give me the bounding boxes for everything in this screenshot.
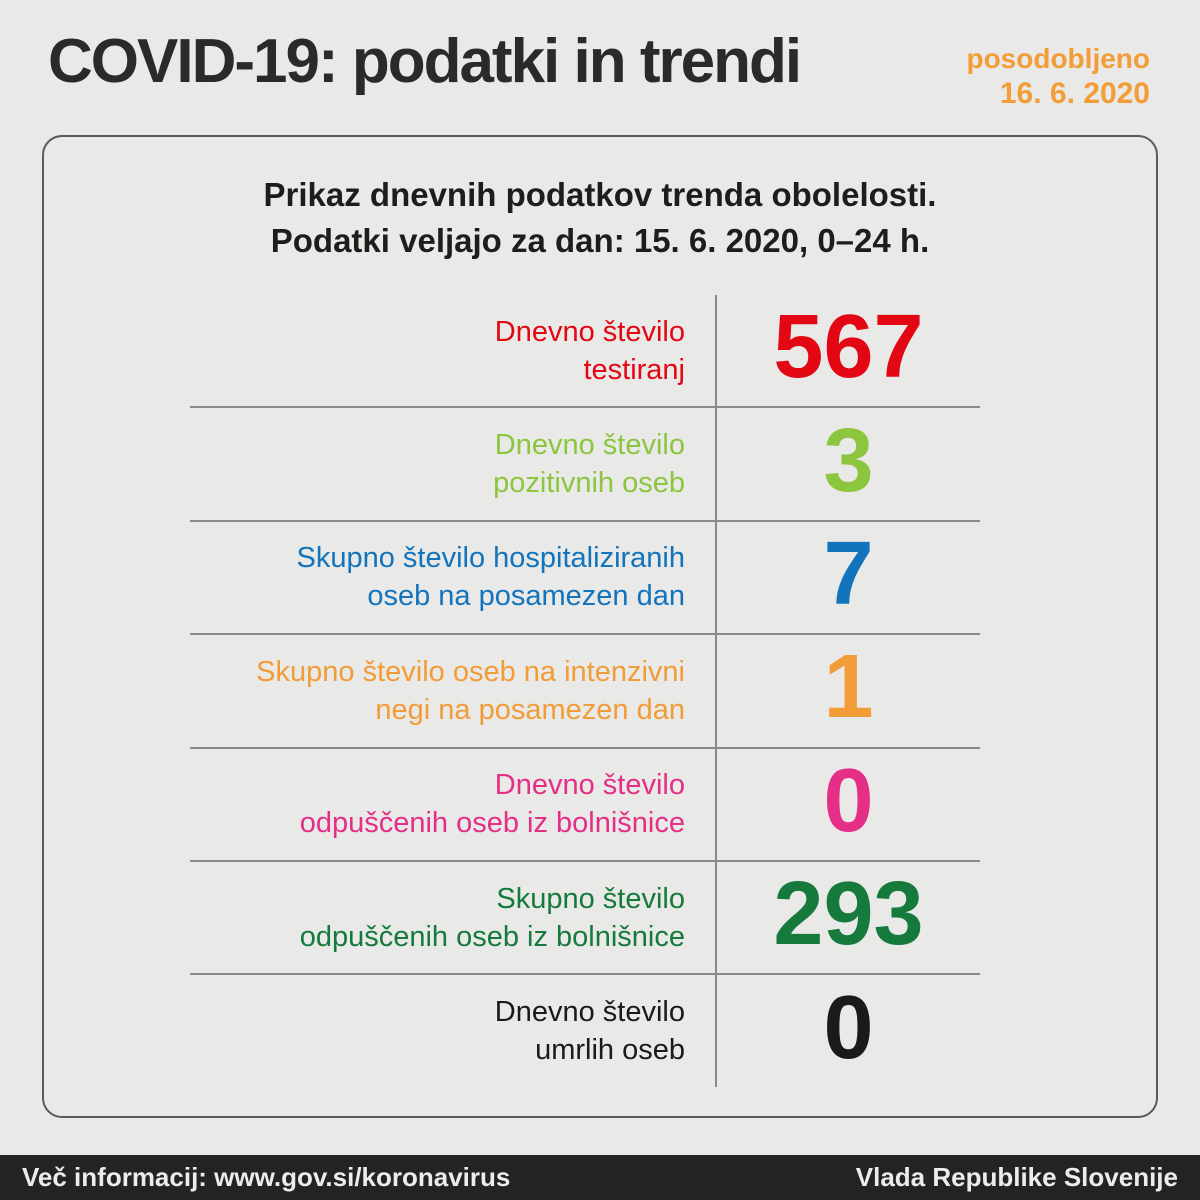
stat-value-daily-discharged: 0: [715, 748, 980, 860]
updated-date: 16. 6. 2020: [999, 77, 1150, 110]
stat-row-total-discharged: Skupno število odpuščenih oseb iz bolniš…: [190, 861, 980, 976]
updated-block: posodobljeno 16. 6. 2020: [966, 42, 1150, 112]
updated-label: posodobljeno: [966, 43, 1150, 74]
stat-value-total-hospitalized: 7: [715, 521, 980, 634]
stat-label-line2: odpuščenih oseb iz bolnišnice: [299, 920, 685, 953]
stat-label-daily-tests: Dnevno število testiranj: [190, 295, 715, 406]
stat-value-total-icu: 1: [715, 635, 980, 747]
stat-label-line1: Dnevno število: [494, 315, 685, 348]
stat-label-line2: oseb na posamezen dan: [367, 580, 685, 613]
footer-government-name: Vlada Republike Slovenije: [855, 1162, 1178, 1192]
stat-label-daily-discharged: Dnevno število odpuščenih oseb iz bolniš…: [190, 749, 715, 860]
card-header-line2: Podatki veljajo za dan: 15. 6. 2020, 0–2…: [270, 222, 930, 259]
stat-row-daily-deaths: Dnevno število umrlih oseb 0: [190, 975, 980, 1087]
stat-row-total-hospitalized: Skupno število hospitaliziranih oseb na …: [190, 521, 980, 636]
stat-label-line1: Dnevno število: [494, 769, 685, 802]
stat-label-daily-deaths: Dnevno število umrlih oseb: [190, 975, 715, 1086]
stat-label-line2: odpuščenih oseb iz bolnišnice: [299, 807, 685, 840]
stat-label-line1: Dnevno število: [494, 996, 685, 1029]
stat-label-line2: pozitivnih oseb: [493, 467, 685, 500]
stats-rows: Dnevno število testiranj 567 Dnevno štev…: [190, 295, 980, 1087]
stat-label-total-hospitalized: Skupno število hospitaliziranih oseb na …: [190, 522, 715, 633]
stat-label-line2: negi na posamezen dan: [375, 693, 685, 726]
stat-row-total-icu: Skupno število oseb na intenzivni negi n…: [190, 635, 980, 749]
stat-row-daily-discharged: Dnevno število odpuščenih oseb iz bolniš…: [190, 748, 980, 862]
footer-bar: Več informacij: www.gov.si/koronavirus V…: [0, 1155, 1200, 1200]
stat-row-daily-positive: Dnevno število pozitivnih oseb 3: [190, 408, 980, 522]
stat-value-total-discharged: 293: [715, 861, 980, 974]
stat-value-daily-tests: 567: [715, 295, 980, 407]
stat-label-line1: Skupno število hospitaliziranih: [296, 542, 686, 575]
card-header-line1: Prikaz dnevnih podatkov trenda obolelost…: [263, 176, 937, 213]
stat-value-daily-deaths: 0: [715, 975, 980, 1087]
stat-label-line2: testiranj: [583, 353, 685, 386]
stat-row-daily-tests: Dnevno število testiranj 567: [190, 295, 980, 409]
stats-card: Prikaz dnevnih podatkov trenda obolelost…: [42, 135, 1158, 1118]
stat-label-line2: umrlih oseb: [535, 1034, 685, 1067]
footer-info-text: Več informacij: www.gov.si/koronavirus: [22, 1162, 511, 1192]
page-title: COVID-19: podatki in trendi: [48, 27, 802, 96]
stat-label-daily-positive: Dnevno število pozitivnih oseb: [190, 408, 715, 519]
stat-label-line1: Dnevno število: [494, 429, 685, 462]
stat-label-total-icu: Skupno število oseb na intenzivni negi n…: [190, 635, 715, 746]
stat-label-total-discharged: Skupno število odpuščenih oseb iz bolniš…: [190, 862, 715, 973]
card-header: Prikaz dnevnih podatkov trenda obolelost…: [44, 137, 1156, 295]
stat-label-line1: Skupno število oseb na intenzivni: [256, 655, 685, 688]
stat-value-daily-positive: 3: [715, 408, 980, 520]
stat-label-line1: Skupno število: [496, 882, 685, 915]
